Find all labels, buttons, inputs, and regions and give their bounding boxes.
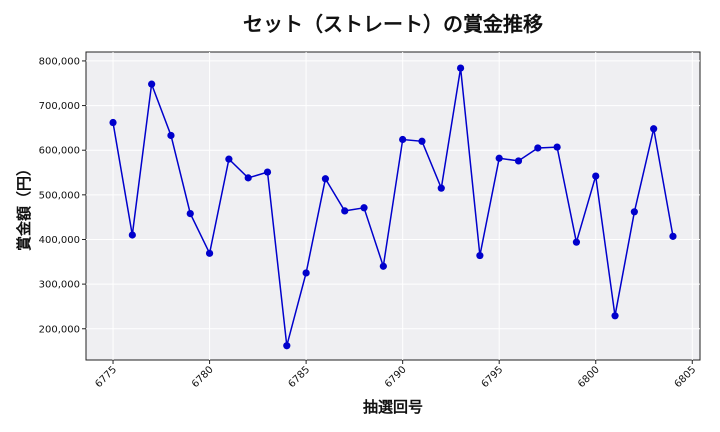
data-point <box>263 168 272 176</box>
data-point <box>225 155 233 163</box>
data-point <box>456 64 465 72</box>
data-point <box>553 143 561 151</box>
grid <box>86 52 700 360</box>
x-axis: 6775 6780 6785 6790 6795 6800 6805 <box>93 360 698 390</box>
y-tick-label: 700,000 <box>39 101 80 112</box>
x-tick-label: 6795 <box>480 364 506 390</box>
data-point <box>283 342 291 350</box>
data-point <box>476 251 484 260</box>
x-tick-label: 6775 <box>93 364 119 390</box>
data-point <box>592 172 600 180</box>
chart-title: セット（ストレート）の賞金推移 <box>243 12 543 36</box>
data-point <box>437 184 445 192</box>
data-point <box>630 208 638 216</box>
data-point <box>321 175 330 183</box>
data-point <box>128 231 136 239</box>
data-point <box>572 238 581 246</box>
y-tick-label: 500,000 <box>39 190 80 201</box>
y-tick-label: 200,000 <box>39 324 80 335</box>
data-point <box>167 131 175 140</box>
y-axis-label: 賞金額（円） <box>15 161 33 251</box>
data-point <box>109 118 117 127</box>
series-line <box>112 67 674 346</box>
data-point <box>418 137 426 145</box>
data-point <box>341 207 349 215</box>
data-point <box>302 269 310 277</box>
data-point <box>379 262 387 270</box>
data-point <box>495 154 503 162</box>
data-point <box>186 209 194 218</box>
y-axis: 200,000 300,000 400,000 500,000 600,000 700,0… <box>39 56 86 335</box>
x-tick-label: 6785 <box>286 364 312 390</box>
y-tick-label: 300,000 <box>39 280 80 291</box>
data-point <box>244 174 252 182</box>
data-point <box>205 249 214 257</box>
x-axis-label: 抽選回号 <box>363 398 423 416</box>
x-tick-label: 6800 <box>576 364 602 390</box>
data-point <box>650 125 658 133</box>
y-tick-label: 600,000 <box>39 146 80 157</box>
x-tick-label: 6805 <box>673 364 699 390</box>
data-point <box>514 157 523 165</box>
data-point <box>360 204 368 212</box>
data-point <box>669 232 677 240</box>
y-tick-label: 400,000 <box>39 235 80 246</box>
x-tick-label: 6790 <box>383 364 409 390</box>
data-point <box>611 312 619 320</box>
y-tick-label: 800,000 <box>39 56 80 67</box>
data-points <box>109 64 677 350</box>
data-point <box>399 135 407 144</box>
data-point <box>534 144 542 152</box>
data-point <box>148 80 156 88</box>
x-tick-label: 6780 <box>190 364 216 390</box>
